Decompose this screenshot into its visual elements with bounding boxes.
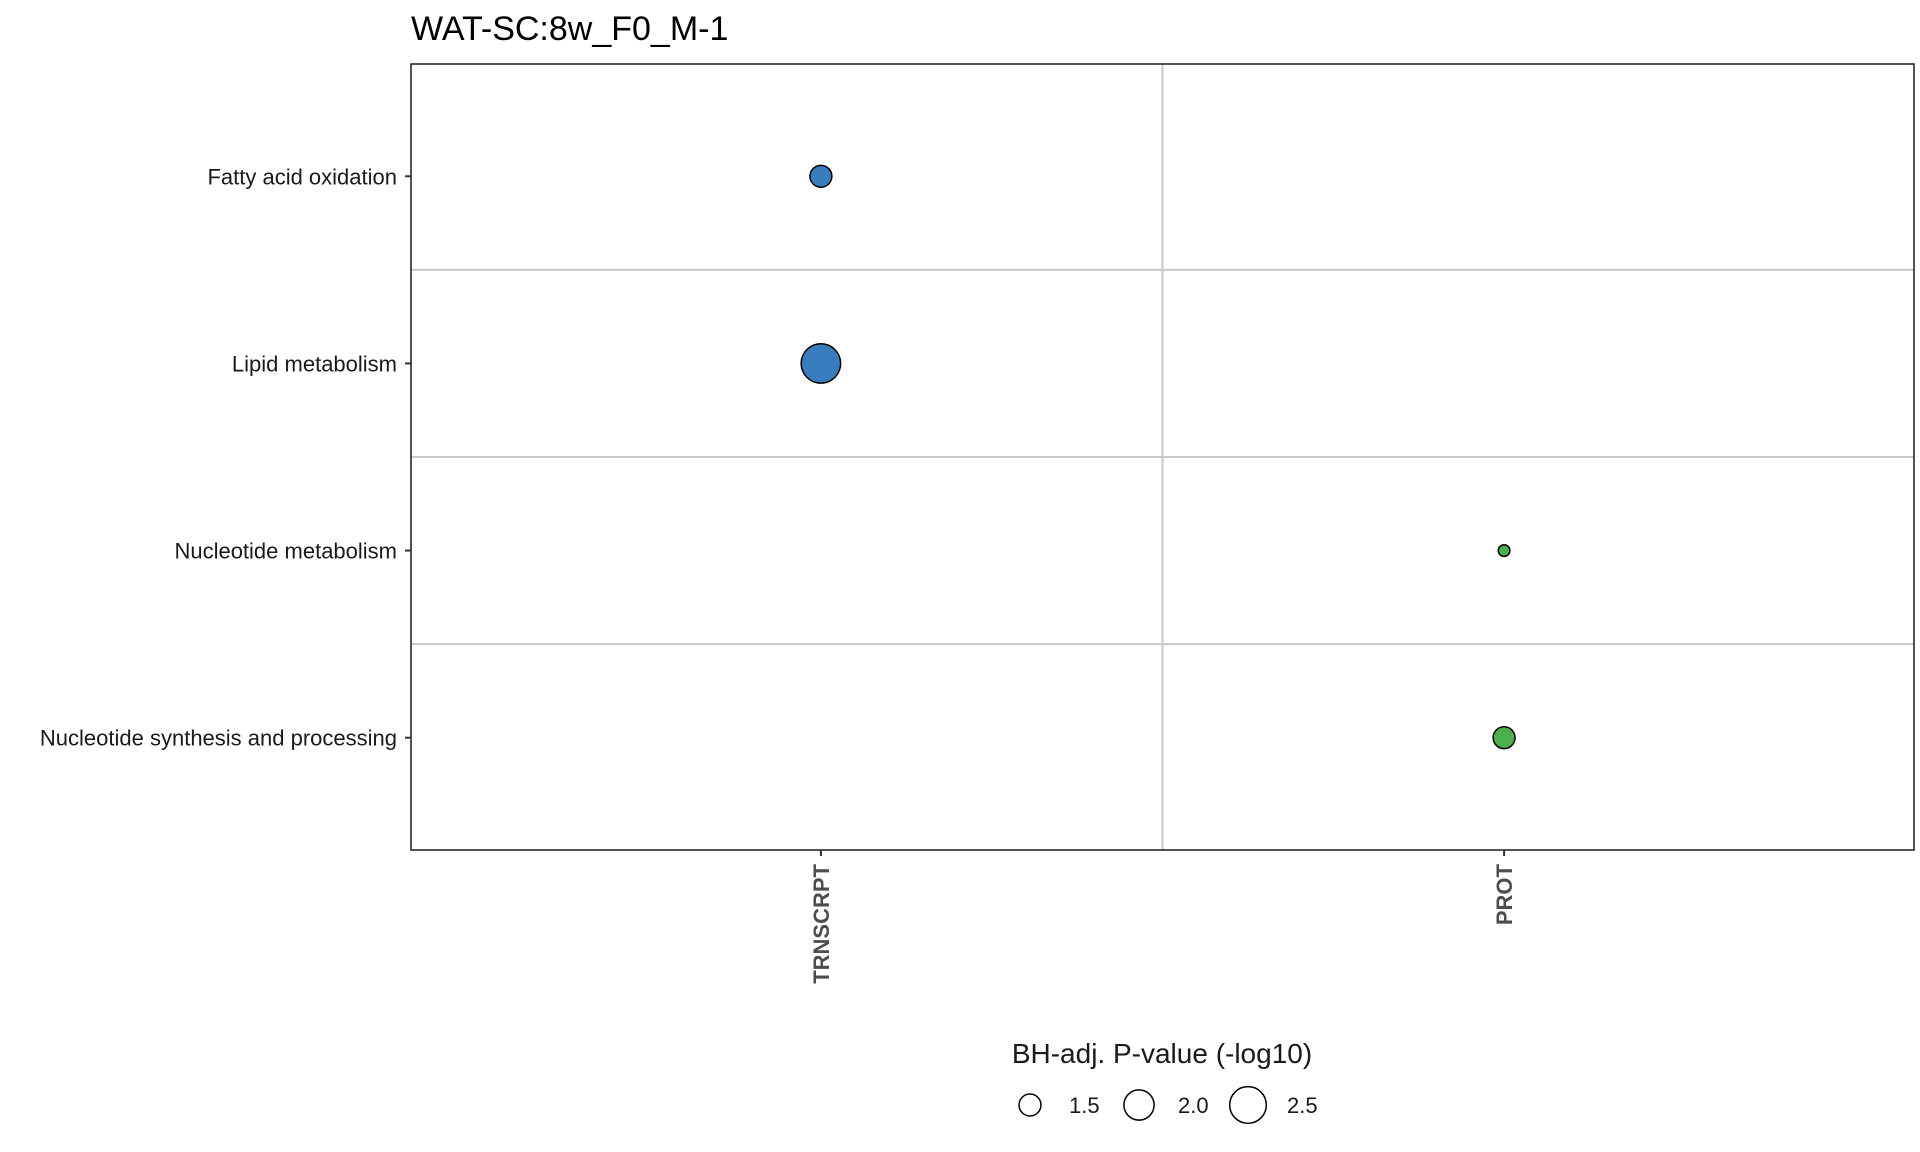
legend-key-label: 2.0 bbox=[1178, 1093, 1209, 1118]
x-axis: TRNSCRPT PROT bbox=[809, 850, 1517, 984]
data-point bbox=[809, 164, 833, 188]
data-point bbox=[800, 342, 842, 384]
legend-key-circle bbox=[1123, 1089, 1155, 1121]
grid-layer bbox=[411, 64, 1914, 850]
points-layer bbox=[800, 164, 1516, 750]
y-tick-label: Fatty acid oxidation bbox=[207, 164, 397, 189]
legend-key-circle bbox=[1018, 1093, 1042, 1117]
chart-title: WAT-SC:8w_F0_M-1 bbox=[411, 10, 728, 48]
data-point bbox=[1497, 544, 1511, 558]
legend-key-label: 1.5 bbox=[1069, 1093, 1100, 1118]
y-tick-label: Nucleotide synthesis and processing bbox=[40, 726, 397, 751]
x-tick-label: PROT bbox=[1492, 863, 1517, 925]
x-tick-label: TRNSCRPT bbox=[809, 863, 834, 983]
y-tick-label: Lipid metabolism bbox=[232, 351, 397, 376]
data-point bbox=[1492, 726, 1516, 750]
legend-title: BH-adj. P-value (-log10) bbox=[1012, 1038, 1312, 1069]
y-tick-label: Nucleotide metabolism bbox=[174, 539, 397, 564]
size-legend: BH-adj. P-value (-log10) 1.5 2.0 2.5 bbox=[1012, 1038, 1318, 1125]
legend-key-circle bbox=[1228, 1085, 1268, 1125]
y-axis: Fatty acid oxidation Lipid metabolism Nucl… bbox=[40, 164, 411, 751]
legend-key-label: 2.5 bbox=[1287, 1093, 1318, 1118]
panel-border bbox=[410, 63, 1915, 851]
legend-keys: 1.5 2.0 2.5 bbox=[1018, 1085, 1318, 1125]
